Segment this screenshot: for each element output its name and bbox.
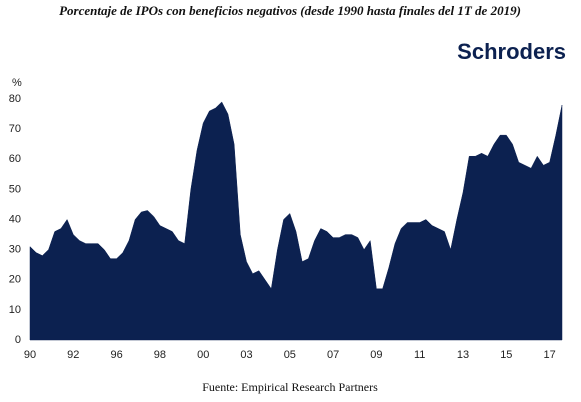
- y-tick-label: 0: [15, 334, 21, 346]
- source: Fuente: Empirical Research Partners: [202, 380, 378, 394]
- x-tick-label: 03: [240, 349, 252, 361]
- y-axis-label: %: [12, 77, 22, 89]
- logo: Schroders: [457, 39, 566, 64]
- x-tick-label: 13: [457, 349, 469, 361]
- y-tick-label: 40: [9, 213, 21, 225]
- chart-title: Porcentaje de IPOs con beneficios negati…: [59, 3, 521, 18]
- x-tick-label: 05: [284, 349, 296, 361]
- x-tick-label: 92: [67, 349, 79, 361]
- y-tick-label: 70: [9, 123, 21, 135]
- x-tick-label: 00: [197, 349, 209, 361]
- x-tick-label: 98: [154, 349, 166, 361]
- y-tick-label: 10: [9, 304, 21, 316]
- x-tick-label: 90: [24, 349, 36, 361]
- y-tick-label: 50: [9, 183, 21, 195]
- x-tick-label: 07: [327, 349, 339, 361]
- y-tick-label: 20: [9, 274, 21, 286]
- y-tick-label: 60: [9, 153, 21, 165]
- x-tick-label: 11: [414, 349, 425, 361]
- x-tick-label: 96: [110, 349, 122, 361]
- x-tick-label: 15: [500, 349, 512, 361]
- x-tick-label: 09: [370, 349, 382, 361]
- x-tick-label: 17: [544, 349, 556, 361]
- area: [29, 101, 563, 341]
- y-tick-label: 80: [9, 93, 21, 105]
- y-tick-label: 30: [9, 244, 21, 256]
